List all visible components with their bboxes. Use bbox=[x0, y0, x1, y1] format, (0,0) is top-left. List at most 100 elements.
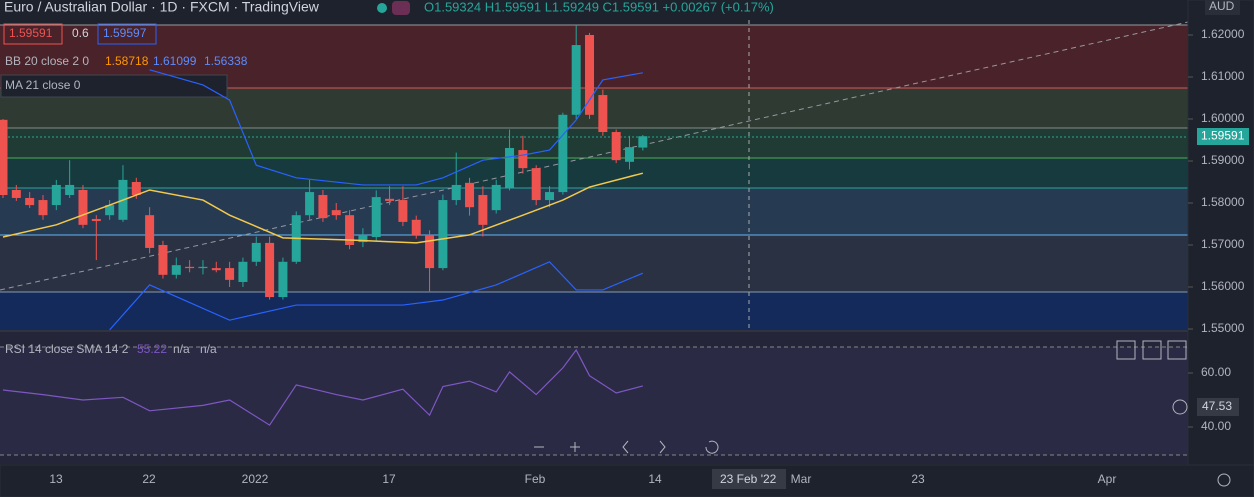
candle-body bbox=[91, 218, 101, 222]
bb-lower-line bbox=[109, 261, 644, 331]
candle-body bbox=[398, 200, 408, 222]
candle-body bbox=[545, 192, 555, 201]
time-label: Feb bbox=[525, 472, 546, 486]
bb-lower: 1.56338 bbox=[204, 54, 248, 68]
candle-body bbox=[585, 35, 595, 115]
price-tick-label: 1.58000 bbox=[1201, 195, 1245, 209]
candle-body bbox=[571, 45, 581, 115]
price-tick-label: 1.56000 bbox=[1201, 279, 1245, 293]
buy-box[interactable] bbox=[97, 23, 157, 45]
candle-body bbox=[78, 189, 88, 225]
candle-body bbox=[411, 219, 421, 235]
rsi-value: 55.22 bbox=[137, 342, 167, 356]
candle-body bbox=[505, 147, 515, 188]
candle-body bbox=[385, 198, 395, 201]
price-tick-label: 1.62000 bbox=[1201, 27, 1245, 41]
price-tick-label: 1.61000 bbox=[1201, 69, 1245, 83]
ma-line bbox=[2, 172, 644, 244]
candle-body bbox=[331, 210, 341, 216]
candle-body bbox=[11, 189, 21, 198]
rsi-na: n/a bbox=[173, 342, 190, 356]
candle-body bbox=[51, 184, 61, 206]
candle-body bbox=[558, 114, 568, 193]
time-label: 17 bbox=[382, 472, 396, 486]
candle-body bbox=[345, 215, 355, 245]
time-label: Mar bbox=[791, 472, 812, 486]
market-status bbox=[377, 3, 387, 13]
candle-body bbox=[25, 197, 35, 206]
rsi-line bbox=[2, 348, 643, 426]
spread: 0.6 bbox=[72, 26, 89, 40]
price-tick-label: 1.60000 bbox=[1201, 111, 1245, 125]
sell-price[interactable]: 1.59591 bbox=[9, 26, 53, 40]
candle-body bbox=[265, 242, 275, 298]
price-tick-label: 1.59000 bbox=[1201, 153, 1245, 167]
time-cursor-box bbox=[712, 469, 786, 489]
candle-body bbox=[478, 195, 488, 225]
candle-body bbox=[105, 205, 115, 216]
bb-label: BB 20 close 2 0 bbox=[5, 54, 89, 68]
candle-body bbox=[358, 234, 368, 243]
price-tick-label: 1.57000 bbox=[1201, 237, 1245, 251]
rsi-label: RSI 14 close SMA 14 2 bbox=[5, 342, 129, 356]
time-label: 13 bbox=[49, 472, 63, 486]
currency-button[interactable] bbox=[1205, 0, 1240, 15]
candle-body bbox=[65, 184, 75, 196]
status-badge bbox=[392, 1, 410, 15]
candle-body bbox=[318, 195, 328, 219]
candle-body bbox=[211, 268, 221, 271]
candle-body bbox=[225, 268, 235, 280]
candle-body bbox=[278, 261, 288, 298]
candle-body bbox=[425, 234, 435, 269]
candle-body bbox=[438, 200, 448, 269]
rsi-tick-label: 60.00 bbox=[1201, 365, 1231, 379]
candle-body bbox=[158, 245, 168, 275]
time-scale bbox=[0, 464, 1254, 497]
buy-price[interactable]: 1.59597 bbox=[103, 26, 147, 40]
bb-upper: 1.61099 bbox=[153, 54, 197, 68]
cursor-box bbox=[1197, 398, 1239, 416]
time-label: 22 bbox=[142, 472, 156, 486]
sell-box[interactable] bbox=[3, 23, 63, 45]
candle-body bbox=[491, 184, 501, 211]
candle-body bbox=[0, 119, 8, 196]
rsi-na: n/a bbox=[200, 342, 217, 356]
fib-zones bbox=[0, 20, 1189, 465]
ohlc: O1.59324 H1.59591 L1.59249 C1.59591 +0.0… bbox=[424, 0, 774, 14]
candle-body bbox=[305, 192, 315, 216]
candle-body bbox=[371, 197, 381, 238]
candle-body bbox=[238, 261, 248, 282]
symbol-title: Euro / Australian Dollar · 1D · FXCM · T… bbox=[4, 0, 320, 15]
ma-label: MA 21 close 0 bbox=[5, 78, 81, 92]
currency[interactable]: AUD bbox=[1209, 0, 1235, 13]
price-tick-label: 1.55000 bbox=[1201, 321, 1245, 335]
bb-basis: 1.58718 bbox=[105, 54, 149, 68]
candle-body bbox=[518, 150, 528, 169]
bb-upper-line bbox=[149, 69, 643, 186]
ma-legend[interactable] bbox=[0, 74, 228, 98]
candle-body bbox=[598, 95, 608, 133]
candle-body bbox=[171, 265, 181, 275]
price-scale bbox=[1187, 0, 1254, 466]
candle-body bbox=[185, 266, 195, 269]
candle-body bbox=[451, 184, 461, 201]
candle-body bbox=[251, 242, 261, 262]
rsi-cursor: 47.53 bbox=[1202, 399, 1232, 413]
candle-body bbox=[465, 182, 475, 208]
candle-body bbox=[145, 215, 155, 248]
time-label: 2022 bbox=[242, 472, 269, 486]
toolbar[interactable] bbox=[534, 340, 1231, 487]
rsi-tick-label: 40.00 bbox=[1201, 419, 1231, 433]
candle-body bbox=[625, 147, 635, 162]
candle-body bbox=[531, 168, 541, 201]
time-label: Apr bbox=[1098, 472, 1117, 486]
candle-body bbox=[131, 182, 141, 196]
last-price: 1.59591 bbox=[1201, 128, 1245, 142]
time-label: 14 bbox=[648, 472, 662, 486]
rsi-band bbox=[0, 347, 1188, 455]
time-cursor: 23 Feb '22 bbox=[720, 472, 777, 486]
candle-body bbox=[198, 266, 208, 269]
last-price-box bbox=[1197, 128, 1249, 145]
time-label: 23 bbox=[911, 472, 925, 486]
